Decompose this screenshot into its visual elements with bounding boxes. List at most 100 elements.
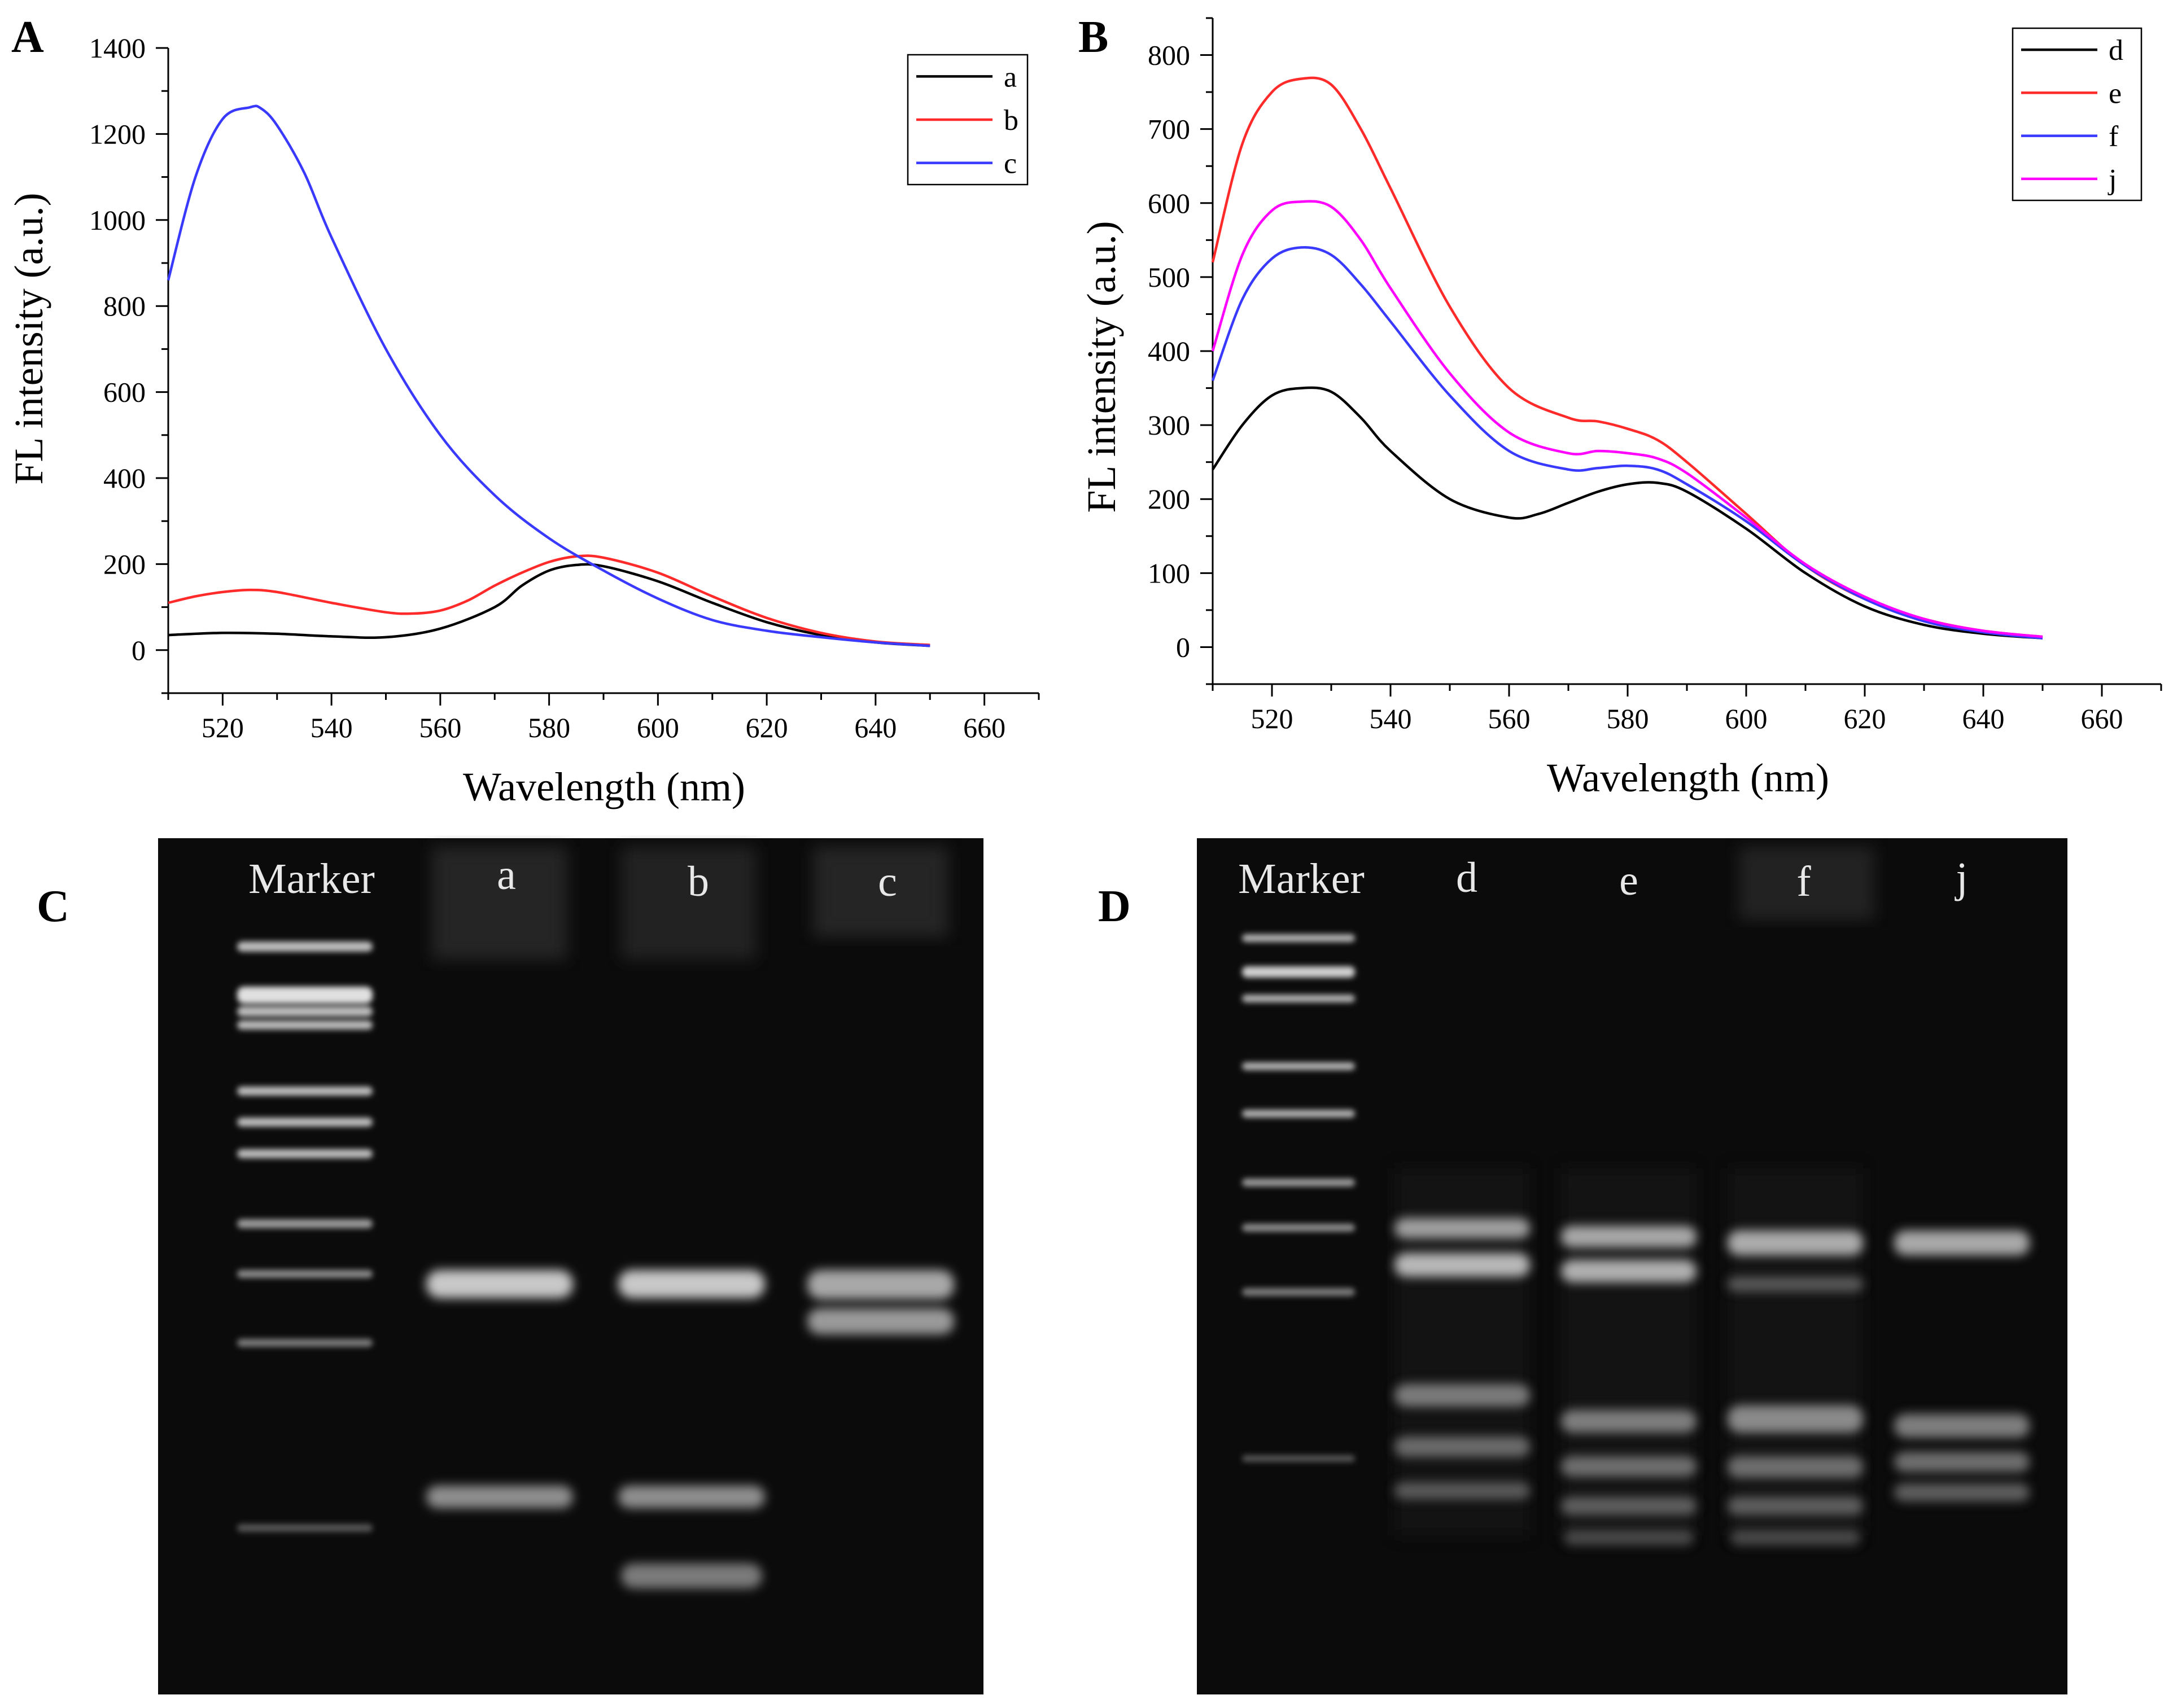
gel-c-marker-ladder xyxy=(237,941,373,1532)
gel-d-ladder-band xyxy=(1242,1179,1355,1186)
gel-c-lane-b: b xyxy=(688,858,709,905)
chart-a-legend: abc xyxy=(907,54,1029,186)
gel-d-ladder-band xyxy=(1242,1062,1355,1070)
gel-c-band-c-lower xyxy=(807,1308,954,1334)
y-tick-label: 500 xyxy=(1148,261,1190,293)
x-tick-label: 520 xyxy=(202,712,244,743)
gel-d-ladder-band xyxy=(1242,934,1355,942)
gel-c-well xyxy=(813,847,948,937)
chart-b-xlabel: Wavelength (nm) xyxy=(1547,755,1829,800)
y-tick-label: 200 xyxy=(1148,483,1190,515)
gel-d-lane-marker: Marker xyxy=(1238,855,1365,903)
gel-d-lane-j: j xyxy=(1954,854,1967,901)
gel-panel-c: C Marker a b c xyxy=(37,838,983,1694)
y-tick-label: 300 xyxy=(1148,409,1190,441)
x-tick-label: 580 xyxy=(528,712,570,743)
series-line-c xyxy=(167,104,930,647)
gel-c-ladder-band xyxy=(237,987,373,1004)
panel-d-label: D xyxy=(1098,882,1131,931)
gel-c-band-a-upper xyxy=(426,1270,573,1298)
gel-d-band-e-2 xyxy=(1561,1260,1697,1282)
gel-c-ladder-band xyxy=(237,1270,373,1278)
gel-c-ladder-band xyxy=(237,941,373,952)
gel-c-ladder-band xyxy=(237,1149,373,1158)
y-tick-label: 400 xyxy=(1148,335,1190,367)
gel-d-band-d-3 xyxy=(1394,1384,1530,1407)
gel-c-lane-marker: Marker xyxy=(248,855,375,903)
gel-c-band-b-mid xyxy=(618,1486,765,1508)
x-tick-label: 640 xyxy=(1962,703,2005,734)
gel-d-band-d-2 xyxy=(1394,1253,1530,1277)
x-tick-label: 520 xyxy=(1251,703,1293,734)
x-tick-label: 560 xyxy=(1488,703,1531,734)
gel-d-ladder-band xyxy=(1242,995,1355,1002)
gel-c-lane-a: a xyxy=(497,851,516,899)
gel-d-band-e-6 xyxy=(1564,1530,1694,1545)
gel-d-band-j-4 xyxy=(1894,1483,2030,1501)
gel-d-well xyxy=(1561,1168,1697,1535)
series-line-a xyxy=(168,563,930,647)
gel-d-sample-bands xyxy=(1394,1218,2030,1545)
legend-label-f: f xyxy=(2109,121,2119,153)
gel-d-band-d-4 xyxy=(1394,1437,1530,1457)
gel-d-marker-ladder xyxy=(1242,934,1355,1462)
gel-c-ladder-band xyxy=(237,1118,373,1127)
gel-d-ladder-band xyxy=(1242,1224,1355,1232)
panel-a-label: A xyxy=(11,12,44,62)
gel-c-well xyxy=(621,847,757,960)
series-line-f xyxy=(1211,246,2043,640)
y-tick-label: 600 xyxy=(103,376,146,408)
x-tick-label: 560 xyxy=(419,712,461,743)
gel-d-band-j-2 xyxy=(1894,1414,2030,1438)
y-tick-label: 800 xyxy=(1148,40,1190,71)
x-tick-label: 660 xyxy=(2081,703,2123,734)
gel-d-band-f-6 xyxy=(1730,1530,1860,1545)
chart-b-ylabel: FL intensity (a.u.) xyxy=(1079,221,1124,513)
gel-c-ladder-band xyxy=(237,1219,373,1228)
gel-c-band-c-upper xyxy=(807,1270,954,1299)
gel-c-ladder-band xyxy=(237,1006,373,1017)
gel-d-well xyxy=(1728,1168,1863,1535)
chart-b-series xyxy=(1211,76,2043,640)
gel-d-band-e-1 xyxy=(1561,1226,1697,1247)
x-tick-label: 600 xyxy=(1725,703,1768,734)
gel-c-ladder-band xyxy=(237,1524,373,1532)
legend-box xyxy=(2012,27,2143,202)
y-tick-label: 400 xyxy=(103,462,146,494)
y-tick-label: 0 xyxy=(132,634,146,666)
gel-d-band-f-1 xyxy=(1728,1230,1863,1255)
chart-a-xlabel: Wavelength (nm) xyxy=(463,764,745,809)
gel-c-lane-c: c xyxy=(878,858,897,905)
gel-d-ladder-band xyxy=(1242,1110,1355,1118)
gel-d-band-f-4 xyxy=(1728,1456,1863,1478)
x-tick-label: 540 xyxy=(1370,703,1412,734)
gel-d-ladder-band xyxy=(1242,1455,1355,1462)
legend-label-a: a xyxy=(1004,61,1017,93)
gel-panel-d: D Marker d e f j xyxy=(1098,838,2067,1694)
y-tick-label: 800 xyxy=(103,290,146,322)
gel-d-ladder-band xyxy=(1242,1288,1355,1296)
x-tick-label: 540 xyxy=(311,712,353,743)
x-tick-label: 660 xyxy=(963,712,1005,743)
chart-a-series xyxy=(167,104,930,647)
gel-d-band-d-5 xyxy=(1394,1482,1530,1499)
gel-c-ladder-band xyxy=(237,1087,373,1096)
gel-d-lane-d: d xyxy=(1456,854,1477,901)
gel-d-band-j-1 xyxy=(1894,1230,2030,1255)
series-line-b xyxy=(168,554,930,646)
legend-label-c: c xyxy=(1004,148,1017,180)
gel-c-band-b-upper xyxy=(618,1270,765,1298)
gel-d-band-e-3 xyxy=(1561,1410,1697,1433)
gel-c-ladder-band xyxy=(237,1339,373,1347)
legend-label-e: e xyxy=(2109,77,2122,110)
gel-c-wells xyxy=(432,847,948,960)
chart-a-axes: 520 540 560 580 600 620 640 660 0 200 400 600 800 100… xyxy=(89,32,1040,743)
y-tick-label: 0 xyxy=(1176,631,1190,663)
chart-panel-b: B 520 540 560 580 600 620 640 66001002003004005… xyxy=(1078,12,2162,800)
y-tick-label: 600 xyxy=(1148,187,1190,219)
gel-c-band-b-lower xyxy=(621,1564,762,1588)
panel-c-label: C xyxy=(37,882,69,931)
chart-a-ylabel: FL intensity (a.u.) xyxy=(6,192,51,484)
y-tick-label: 1000 xyxy=(89,204,146,236)
